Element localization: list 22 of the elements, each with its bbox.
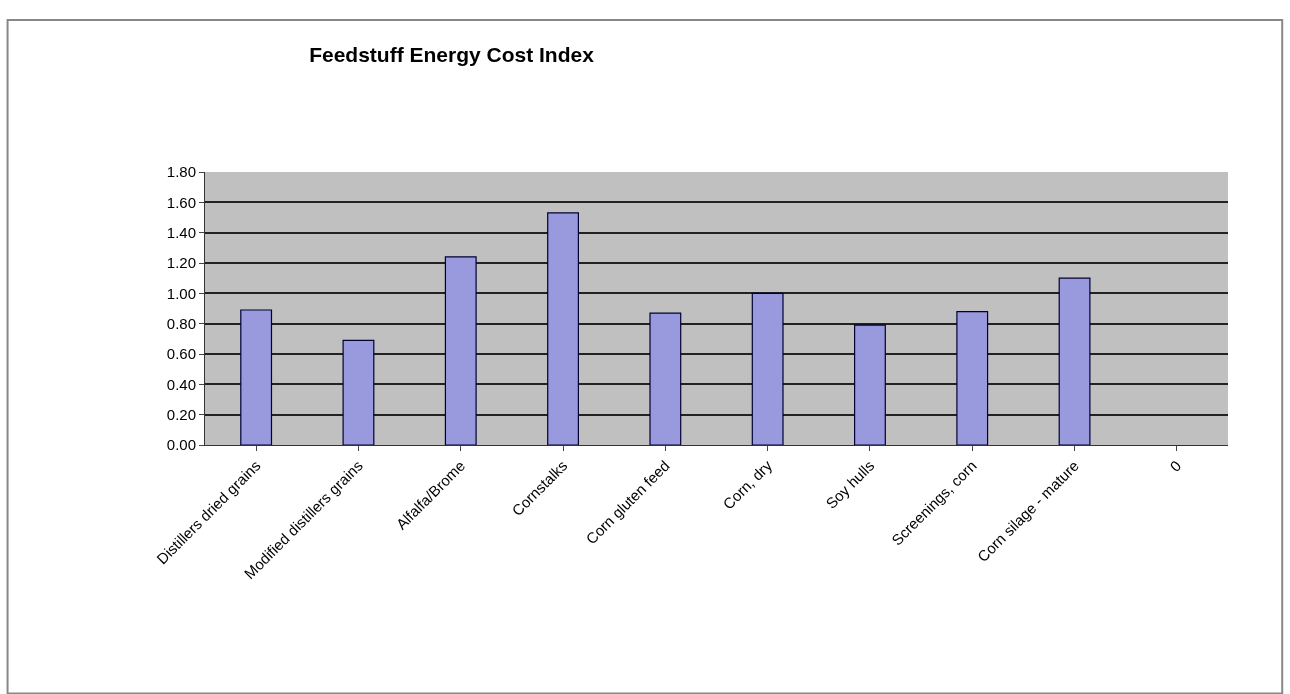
- bar: [342, 339, 375, 445]
- chart-title: Feedstuff Energy Cost Index: [309, 43, 595, 67]
- x-tick-label: Corn, dry: [719, 456, 776, 513]
- bar: [547, 212, 579, 445]
- bar: [444, 256, 477, 445]
- y-tick-label: 1.00: [166, 284, 196, 302]
- y-tick-label: 0.80: [166, 314, 196, 332]
- bar: [854, 324, 886, 445]
- y-tick-label: 0.00: [166, 436, 196, 454]
- bar: [1058, 277, 1091, 445]
- bar: [240, 309, 273, 445]
- y-tick-label: 1.20: [166, 254, 196, 272]
- bar: [751, 292, 784, 445]
- bar: [956, 310, 989, 445]
- x-tick-label: 0: [1166, 456, 1185, 475]
- y-tick-label: 0.40: [166, 375, 196, 393]
- y-tick-label: 1.40: [166, 223, 196, 241]
- bar: [649, 312, 682, 445]
- y-tick-label: 1.60: [166, 193, 196, 211]
- y-tick-label: 1.80: [166, 163, 196, 181]
- y-tick-label: 0.60: [166, 345, 196, 363]
- y-tick-label: 0.20: [166, 405, 196, 423]
